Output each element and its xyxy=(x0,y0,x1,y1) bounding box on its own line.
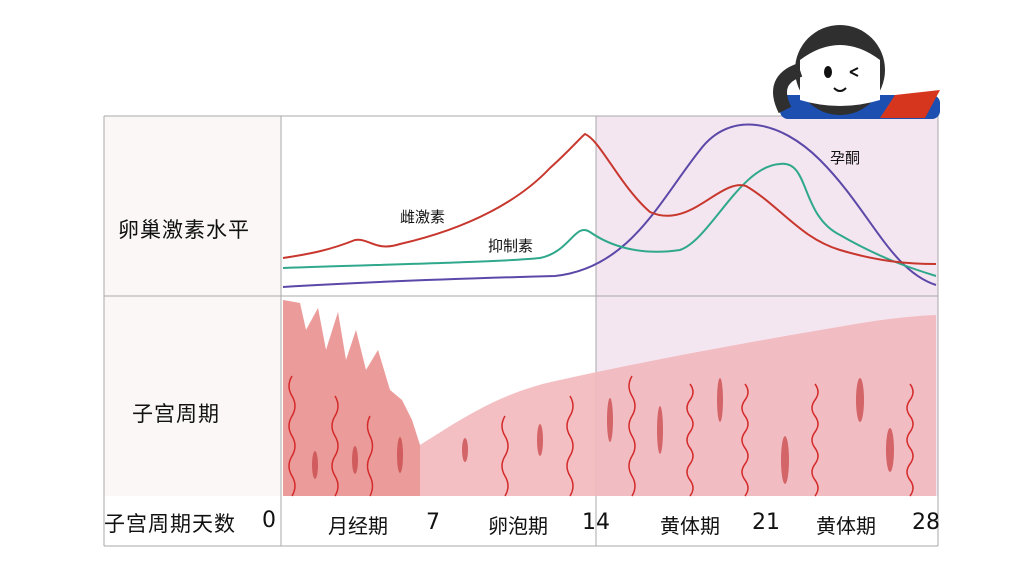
phase-label-luteal-1: 黄体期 xyxy=(660,514,720,538)
estrogen-curve xyxy=(282,132,937,265)
row-label-hormone: 卵巢激素水平 xyxy=(118,218,250,242)
day-label-28: 28 xyxy=(912,510,940,535)
spiral-arteries xyxy=(288,375,914,497)
progesterone-curve xyxy=(282,123,937,288)
day-label-14: 14 xyxy=(582,510,610,535)
phase-label-follicular: 卵泡期 xyxy=(488,514,548,538)
label-column-background xyxy=(104,116,281,496)
row-label-uterus: 子宫周期 xyxy=(132,402,220,426)
cartoon-girl-icon xyxy=(773,25,940,119)
row-label-days: 子宫周期天数 xyxy=(104,512,236,536)
endometrium-shed-layer xyxy=(283,300,420,496)
day-label-0: 0 xyxy=(262,508,276,533)
phase-label-menstrual: 月经期 xyxy=(328,514,388,538)
day-label-21: 21 xyxy=(752,510,780,535)
glands xyxy=(312,378,894,484)
estrogen-label: 雌激素 xyxy=(400,208,446,226)
day-label-7: 7 xyxy=(426,510,440,535)
inhibin-curve xyxy=(282,162,937,277)
progesterone-label: 孕酮 xyxy=(830,149,861,167)
phase-label-luteal-2: 黄体期 xyxy=(816,514,876,538)
inhibin-label: 抑制素 xyxy=(488,237,534,255)
endometrium-tissue xyxy=(283,300,936,496)
